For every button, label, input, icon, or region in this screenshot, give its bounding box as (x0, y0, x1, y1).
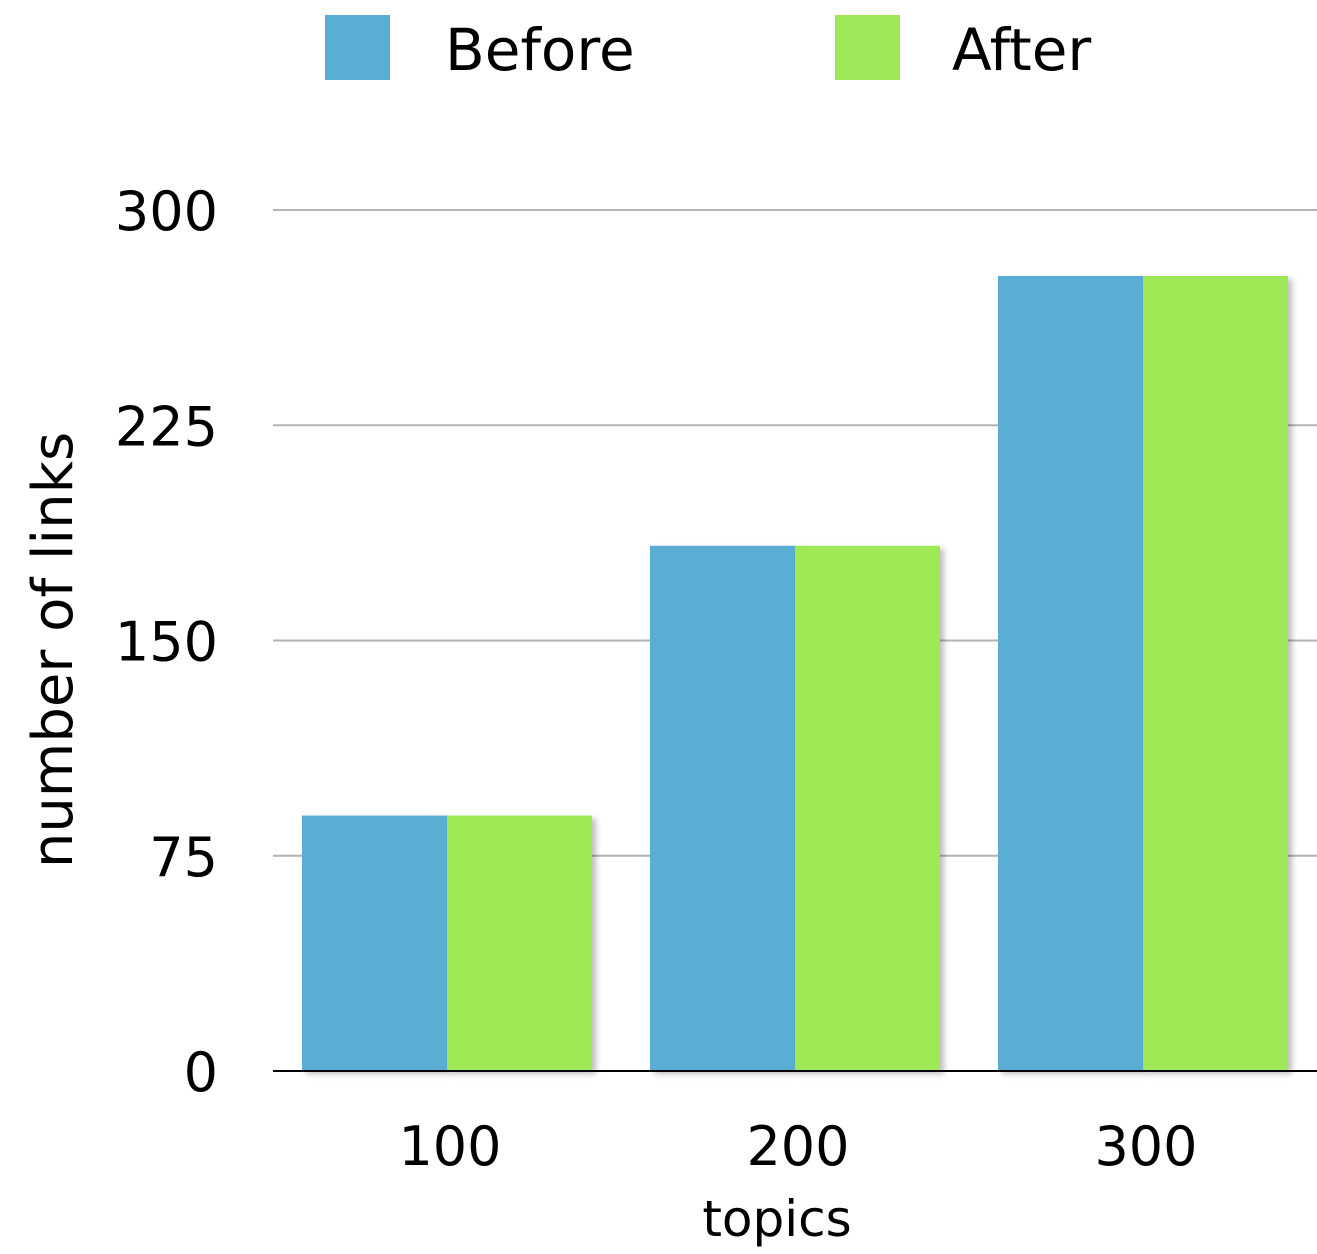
legend-entry-after: After (835, 15, 1091, 84)
bar-before-100 (302, 815, 447, 1071)
x-tick-label: 100 (398, 1115, 501, 1178)
legend: Before After (325, 15, 1091, 84)
y-tick-label: 225 (115, 395, 218, 458)
x-tick-label: 200 (746, 1115, 849, 1178)
x-axis-tick-labels: 100 200 300 (398, 1115, 1197, 1178)
bar-before-300 (998, 276, 1143, 1071)
bar-after-300 (1143, 276, 1288, 1071)
x-tick-label: 300 (1094, 1115, 1197, 1178)
y-axis-tick-labels: 0 75 150 225 300 (115, 180, 218, 1104)
y-tick-label: 0 (184, 1041, 218, 1104)
x-axis-label: topics (702, 1190, 851, 1248)
bar-after-100 (447, 815, 592, 1071)
bar-after-200 (795, 545, 940, 1071)
bars (302, 276, 1288, 1071)
y-tick-label: 75 (149, 826, 218, 889)
legend-entry-before: Before (325, 15, 635, 84)
y-tick-label: 150 (115, 611, 218, 674)
legend-label-before: Before (445, 16, 635, 84)
y-tick-label: 300 (115, 180, 218, 243)
legend-label-after: After (952, 16, 1091, 84)
legend-swatch-before (325, 15, 390, 80)
legend-swatch-after (835, 15, 900, 80)
y-axis-label: number of links (21, 432, 86, 868)
bar-before-200 (650, 545, 795, 1071)
